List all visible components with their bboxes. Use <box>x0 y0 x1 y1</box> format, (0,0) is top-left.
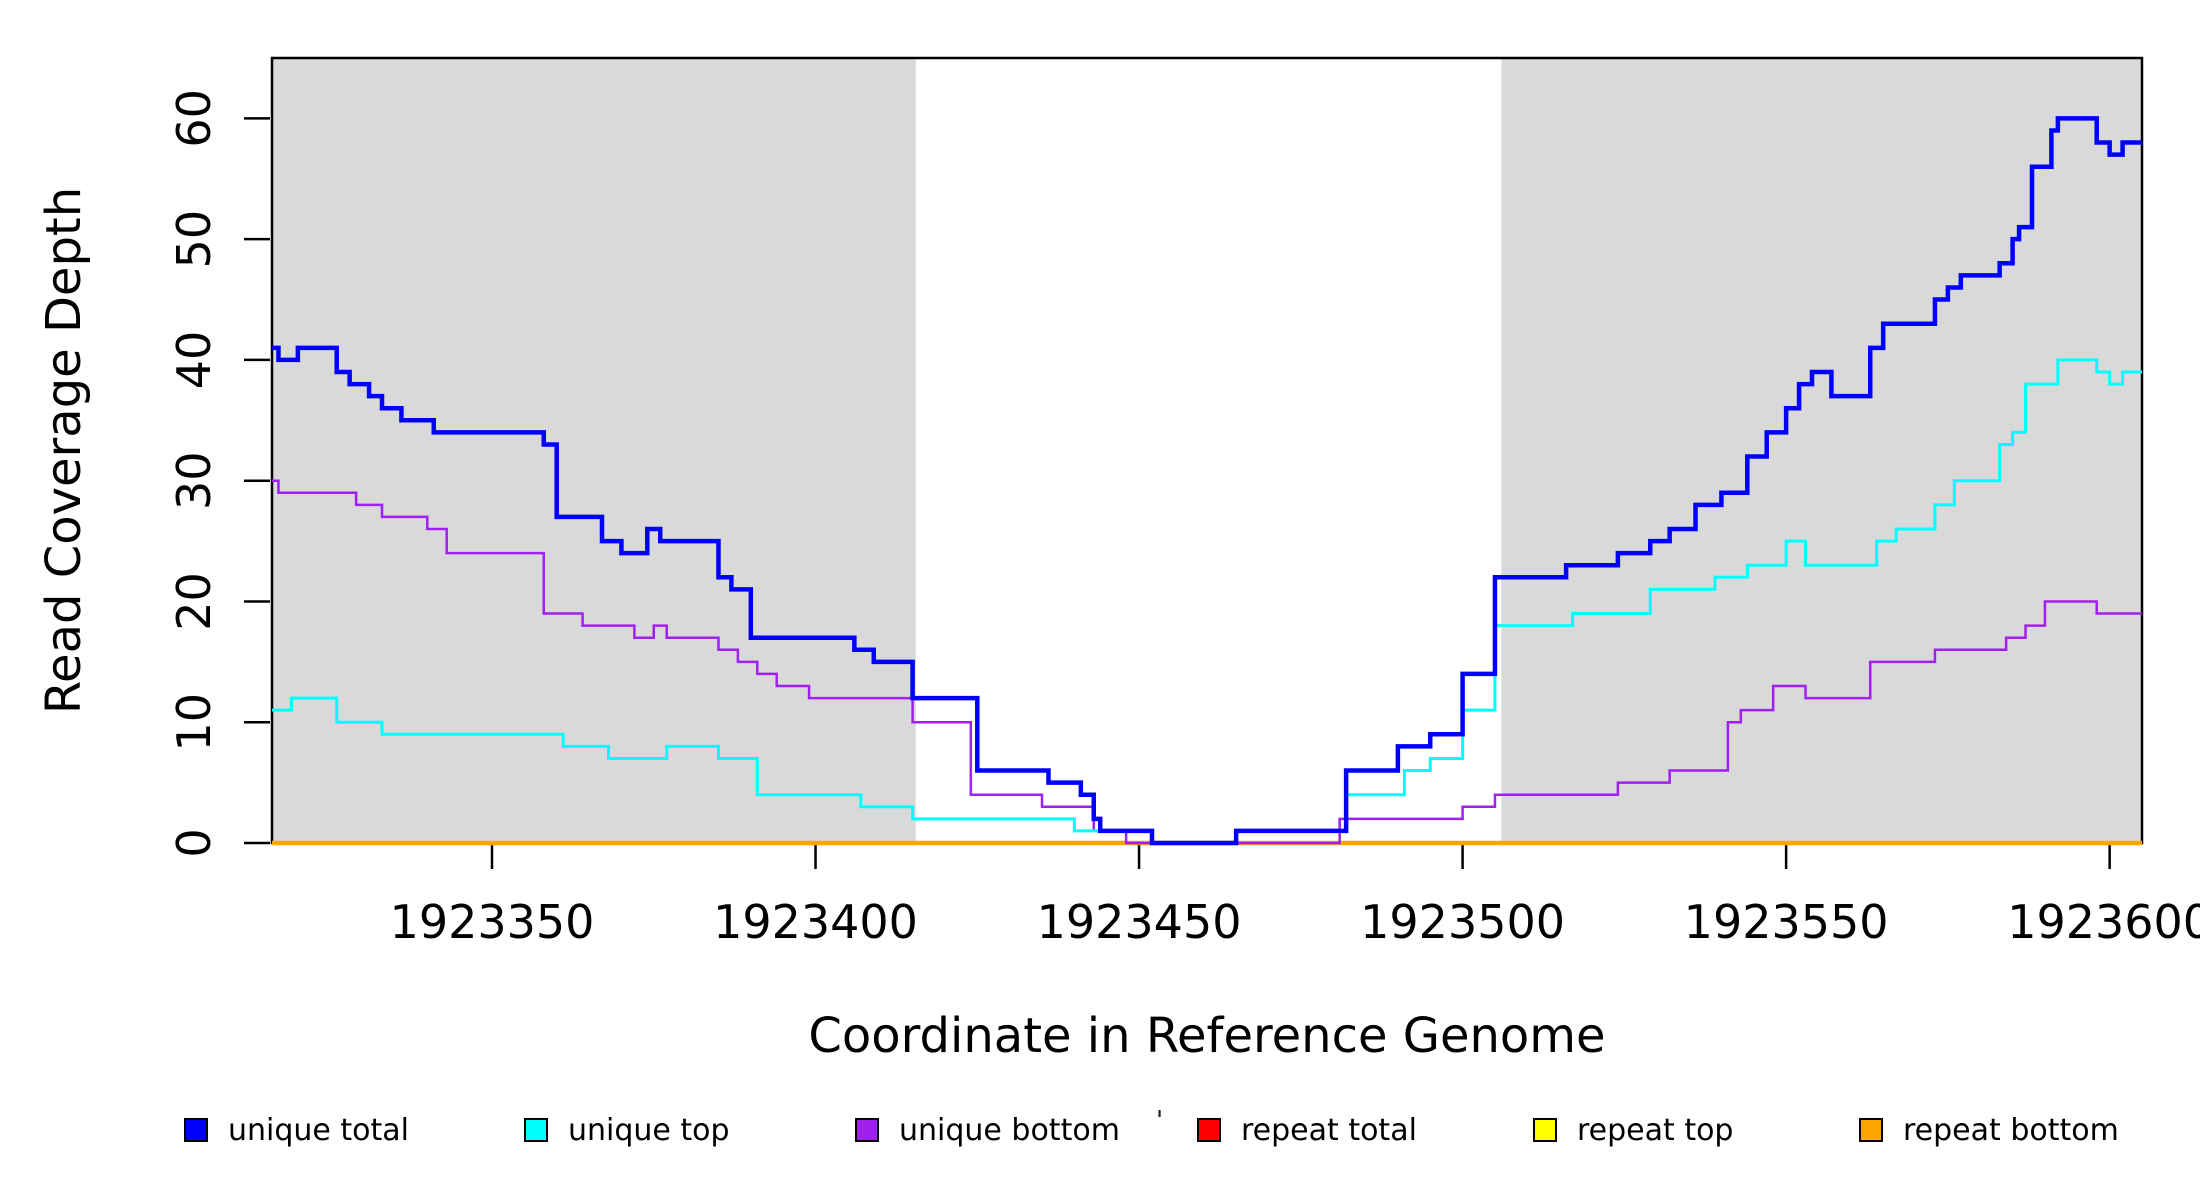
y-tick-label: 60 <box>167 89 221 148</box>
x-tick-label: 1923600 <box>2007 895 2200 949</box>
y-tick-label: 50 <box>167 210 221 269</box>
legend: unique total unique top unique bottom repea… <box>0 1112 2200 1160</box>
y-tick-label: 40 <box>167 331 221 390</box>
x-tick-label: 1923550 <box>1684 895 1889 949</box>
legend-swatch-icon <box>1533 1118 1557 1142</box>
legend-item: repeat top <box>1533 1112 1733 1148</box>
legend-swatch-icon <box>524 1118 548 1142</box>
legend-label: repeat bottom <box>1903 1112 2119 1148</box>
shaded-region <box>272 58 916 843</box>
legend-label: unique bottom <box>899 1112 1120 1148</box>
shaded-region <box>1501 58 2142 843</box>
x-axis-title: Coordinate in Reference Genome <box>808 1008 1605 1064</box>
series-unique-total <box>272 116 2142 846</box>
legend-item: unique total <box>184 1112 409 1148</box>
x-tick-label: 1923450 <box>1037 895 1242 949</box>
y-tick-label: 10 <box>167 693 221 752</box>
legend-item: unique top <box>524 1112 730 1148</box>
legend-swatch-icon <box>184 1118 208 1142</box>
legend-item: unique bottom <box>855 1112 1120 1148</box>
y-tick-label: 0 <box>167 828 221 857</box>
legend-label: unique total <box>228 1112 410 1148</box>
x-tick-label: 1923350 <box>390 895 595 949</box>
y-axis-title: Read Coverage Depth <box>36 187 92 714</box>
legend-item: repeat bottom <box>1859 1112 2119 1148</box>
stray-mark: ' <box>1156 1106 1164 1136</box>
legend-label: repeat total <box>1241 1112 1417 1148</box>
x-tick-label: 1923500 <box>1360 895 1565 949</box>
x-tick-label: 1923400 <box>713 895 918 949</box>
series-unique-bottom <box>272 479 2142 845</box>
legend-swatch-icon <box>855 1118 879 1142</box>
legend-label: repeat top <box>1577 1112 1734 1148</box>
legend-label: unique top <box>568 1112 730 1148</box>
y-tick-label: 30 <box>167 451 221 510</box>
y-tick-label: 20 <box>167 572 221 631</box>
legend-swatch-icon <box>1859 1118 1883 1142</box>
legend-swatch-icon <box>1197 1118 1221 1142</box>
legend-item: repeat total <box>1197 1112 1417 1148</box>
